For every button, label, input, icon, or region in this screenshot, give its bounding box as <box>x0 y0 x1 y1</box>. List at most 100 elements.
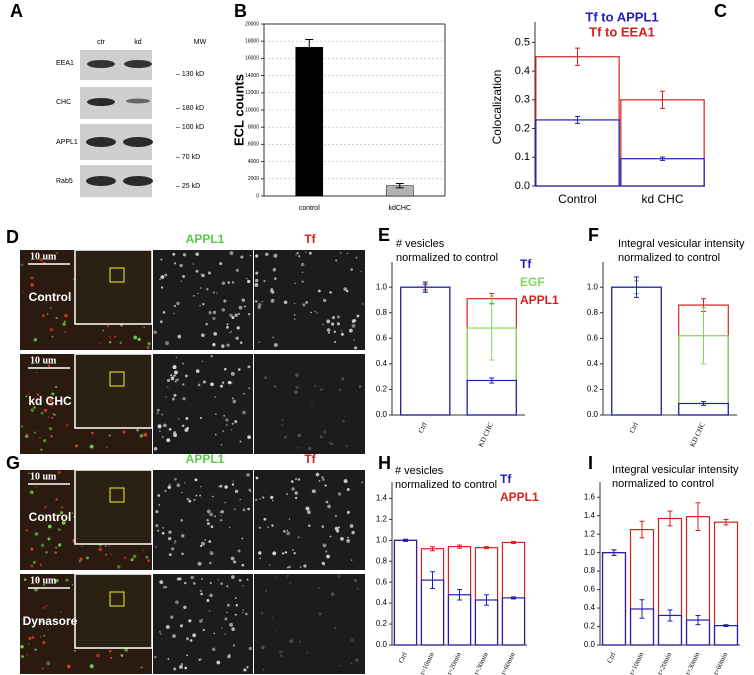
speckle <box>194 478 198 482</box>
speckle <box>28 636 32 640</box>
speckle <box>254 278 259 283</box>
speckle <box>110 656 113 659</box>
speckle <box>321 525 325 528</box>
speckle <box>237 549 241 553</box>
speckle <box>236 326 240 330</box>
speckle <box>288 518 291 520</box>
legend-entry: APPL1 <box>520 293 559 307</box>
speckle <box>189 639 193 642</box>
speckle <box>91 431 94 435</box>
speckle <box>159 630 161 633</box>
speckle <box>215 433 217 436</box>
speckle <box>293 313 296 316</box>
speckle <box>333 330 336 333</box>
speckle <box>57 470 61 475</box>
speckle <box>136 428 139 432</box>
speckle <box>258 551 262 555</box>
speckle <box>123 556 127 559</box>
speckle <box>242 508 246 512</box>
speckle <box>246 472 250 477</box>
speckle <box>227 655 231 659</box>
speckle <box>167 485 172 490</box>
speckle <box>137 337 141 341</box>
speckle <box>201 273 205 278</box>
speckle <box>294 496 298 500</box>
speckle <box>329 535 332 538</box>
speckle <box>167 536 172 541</box>
speckle <box>49 327 54 332</box>
speckle <box>199 619 203 623</box>
speckle <box>98 341 101 344</box>
speckle <box>306 507 310 511</box>
y-tick-label: 1.6 <box>584 492 596 501</box>
speckle <box>30 547 34 551</box>
speckle <box>296 252 299 255</box>
speckle <box>107 558 109 561</box>
speckle <box>231 316 235 319</box>
y-tick-label: 18000 <box>245 39 259 45</box>
speckle <box>302 303 306 307</box>
speckle <box>183 482 186 484</box>
speckle <box>63 331 66 334</box>
speckle <box>241 537 244 540</box>
blot-row-label: APPL1 <box>56 139 78 146</box>
speckle <box>185 417 189 420</box>
speckle <box>71 584 74 586</box>
speckle <box>271 524 274 527</box>
speckle <box>200 486 202 488</box>
x-tick-label: t=30min <box>472 651 490 675</box>
speckle <box>271 298 274 301</box>
y-tick-label: 0.4 <box>515 65 530 77</box>
y-tick-label: 1.0 <box>584 548 596 557</box>
speckle <box>224 633 226 635</box>
y-tick-label: 1.4 <box>584 511 596 520</box>
speckle <box>174 540 177 543</box>
speckle <box>220 519 223 522</box>
speckle <box>160 633 162 635</box>
band <box>86 176 116 186</box>
speckle <box>182 383 185 386</box>
speckle <box>351 559 353 561</box>
y-axis-label: ECL counts <box>231 74 246 146</box>
speckle <box>176 483 181 488</box>
micrograph <box>254 354 365 454</box>
speckle <box>355 256 358 259</box>
speckle <box>281 552 285 555</box>
speckle <box>248 646 253 651</box>
speckle <box>188 619 192 623</box>
speckle <box>42 641 46 645</box>
speckle <box>294 282 297 285</box>
speckle <box>266 526 269 529</box>
charts: 0 2000 4000 6000 8000 10000 12000 14000 16000 180… <box>231 9 745 675</box>
speckle <box>229 622 233 627</box>
speckle <box>338 388 342 392</box>
speckle <box>124 647 129 652</box>
speckle <box>172 365 177 370</box>
scale-bar-label: 10 um <box>30 575 57 586</box>
speckle <box>272 267 277 272</box>
speckle <box>289 639 294 644</box>
speckle <box>354 346 358 350</box>
speckle <box>325 500 329 504</box>
speckle <box>221 627 223 629</box>
speckle <box>107 325 110 328</box>
speckle <box>78 559 82 563</box>
speckle <box>356 314 360 318</box>
speckle <box>162 585 166 589</box>
speckle <box>237 312 241 315</box>
speckle <box>299 566 302 569</box>
speckle <box>280 654 283 657</box>
speckle <box>226 326 229 329</box>
speckle <box>257 305 261 309</box>
speckle <box>192 263 195 265</box>
speckle <box>286 529 289 532</box>
speckle <box>307 446 312 451</box>
speckle <box>346 290 349 293</box>
speckle <box>275 630 277 632</box>
speckle <box>26 433 29 436</box>
speckle <box>361 303 364 305</box>
y-tick-label: 0 <box>256 193 259 199</box>
speckle <box>329 441 332 444</box>
speckle <box>212 647 216 652</box>
speckle <box>61 520 66 525</box>
